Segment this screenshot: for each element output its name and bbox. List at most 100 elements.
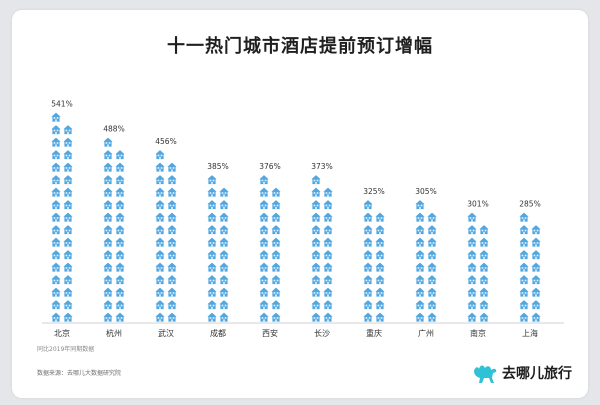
footnote: 同比2019年同期数据 <box>37 346 95 353</box>
camel-logo-icon <box>474 365 497 383</box>
house-icon <box>531 237 541 247</box>
house-icon <box>51 175 61 185</box>
house-icon <box>519 250 529 260</box>
house-icon <box>271 312 281 322</box>
house-icon <box>427 275 437 285</box>
house-icon <box>311 312 321 322</box>
house-icon <box>51 312 61 322</box>
house-icon <box>51 212 61 222</box>
house-icon <box>271 275 281 285</box>
house-icon <box>311 200 321 210</box>
house-icon <box>51 125 61 135</box>
data-label: 376% <box>259 162 280 171</box>
data-label: 305% <box>415 187 436 196</box>
house-icon <box>323 250 333 260</box>
house-icon <box>519 225 529 235</box>
house-icon <box>467 212 477 222</box>
x-tick-label: 上海 <box>522 328 538 338</box>
house-icon <box>115 262 125 272</box>
house-icon <box>323 262 333 272</box>
house-icon <box>219 312 229 322</box>
house-icon <box>271 300 281 310</box>
bar-西安 <box>259 175 281 322</box>
house-icon <box>363 312 373 322</box>
house-icon <box>115 225 125 235</box>
data-label: 285% <box>519 200 540 209</box>
house-icon <box>311 187 321 197</box>
house-icon <box>427 212 437 222</box>
house-icon <box>63 187 73 197</box>
house-icon <box>167 287 177 297</box>
house-icon <box>207 312 217 322</box>
house-icon <box>155 150 165 160</box>
house-icon <box>375 212 385 222</box>
house-icon <box>155 300 165 310</box>
house-icon <box>167 237 177 247</box>
house-icon <box>479 237 489 247</box>
house-icon <box>63 200 73 210</box>
house-icon <box>415 237 425 247</box>
data-label: 488% <box>103 125 124 134</box>
house-icon <box>375 300 385 310</box>
house-icon <box>155 212 165 222</box>
house-icon <box>519 212 529 222</box>
house-icon <box>311 225 321 235</box>
house-icon <box>519 287 529 297</box>
house-icon <box>323 200 333 210</box>
house-icon <box>415 250 425 260</box>
house-icon <box>519 312 529 322</box>
house-icon <box>323 237 333 247</box>
house-icon <box>323 300 333 310</box>
house-icon <box>427 237 437 247</box>
house-icon <box>415 275 425 285</box>
house-icon <box>51 250 61 260</box>
house-icon <box>103 162 113 172</box>
house-icon <box>63 125 73 135</box>
house-icon <box>531 250 541 260</box>
x-tick-label: 重庆 <box>366 328 382 338</box>
house-icon <box>415 312 425 322</box>
house-icon <box>63 225 73 235</box>
bar-杭州 <box>103 137 125 322</box>
house-icon <box>479 250 489 260</box>
house-icon <box>467 287 477 297</box>
house-icon <box>167 187 177 197</box>
house-icon <box>467 237 477 247</box>
house-icon <box>155 162 165 172</box>
house-icon <box>207 250 217 260</box>
house-icon <box>51 225 61 235</box>
house-icon <box>271 250 281 260</box>
house-icon <box>363 200 373 210</box>
house-icon <box>219 225 229 235</box>
house-icon <box>155 237 165 247</box>
house-icon <box>415 287 425 297</box>
house-icon <box>219 287 229 297</box>
house-icon <box>115 250 125 260</box>
house-icon <box>219 187 229 197</box>
house-icon <box>323 287 333 297</box>
house-icon <box>51 275 61 285</box>
bar-成都 <box>207 175 229 322</box>
house-icon <box>167 262 177 272</box>
house-icon <box>259 262 269 272</box>
house-icon <box>311 287 321 297</box>
x-tick-label: 成都 <box>210 328 226 338</box>
house-icon <box>259 187 269 197</box>
house-icon <box>51 237 61 247</box>
data-label: 541% <box>51 100 72 109</box>
house-icon <box>375 262 385 272</box>
house-icon <box>363 237 373 247</box>
house-icon <box>207 187 217 197</box>
pictogram-chart: 541% 北京 488% 杭州 456% 武汉 385% 成都 376% 西安 373% 长沙 325%… <box>42 100 564 338</box>
house-icon <box>51 287 61 297</box>
house-icon <box>415 262 425 272</box>
house-icon <box>167 200 177 210</box>
house-icon <box>63 150 73 160</box>
house-icon <box>103 250 113 260</box>
house-icon <box>219 300 229 310</box>
house-icon <box>63 300 73 310</box>
house-icon <box>427 312 437 322</box>
house-icon <box>259 200 269 210</box>
house-icon <box>63 137 73 147</box>
house-icon <box>155 287 165 297</box>
